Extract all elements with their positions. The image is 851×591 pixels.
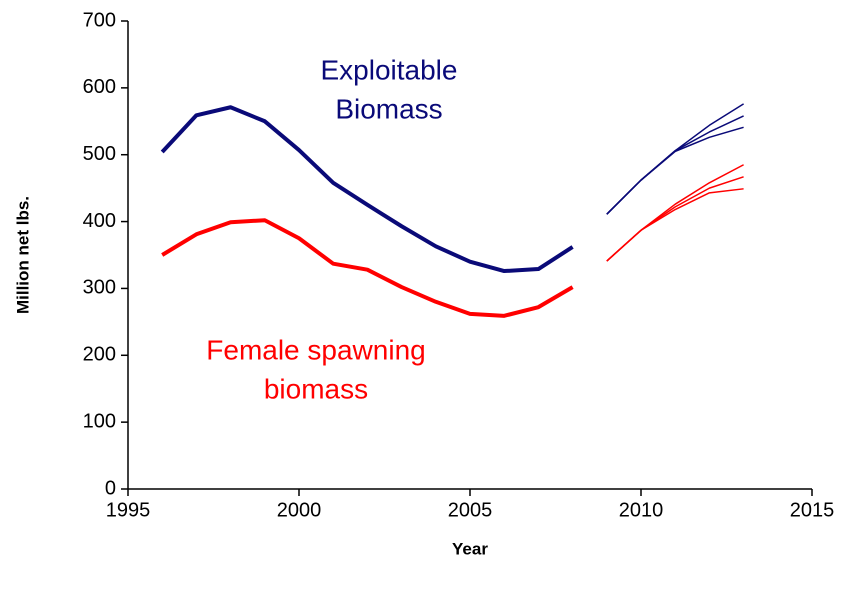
series-line (161, 218, 574, 318)
annotation: biomass (264, 373, 368, 404)
y-tick-label: 500 (83, 143, 116, 165)
y-tick-label: 100 (83, 410, 116, 432)
annotation: Biomass (335, 93, 442, 124)
y-tick-label: 600 (83, 76, 116, 98)
y-axis-title: Million net lbs. (13, 196, 32, 314)
annotation: Exploitable (321, 54, 458, 85)
y-tick-label: 300 (83, 277, 116, 299)
x-axis-title: Year (452, 539, 488, 558)
y-tick-label: 0 (105, 477, 116, 499)
y-tick-label: 200 (83, 344, 116, 366)
x-tick-label: 1995 (106, 499, 151, 521)
y-tick-label: 700 (83, 9, 116, 31)
x-tick-label: 2015 (790, 499, 835, 521)
annotation: Female spawning (206, 334, 425, 365)
series-line (606, 103, 744, 215)
y-tick-label: 400 (83, 210, 116, 232)
series-line (606, 188, 744, 262)
series-line (606, 164, 744, 262)
series-line (606, 126, 744, 215)
series-line (160, 105, 574, 274)
x-tick-label: 2010 (619, 499, 664, 521)
x-tick-label: 2005 (448, 499, 493, 521)
x-tick-label: 2000 (277, 499, 322, 521)
series-line (606, 176, 744, 262)
series-line (606, 115, 744, 215)
